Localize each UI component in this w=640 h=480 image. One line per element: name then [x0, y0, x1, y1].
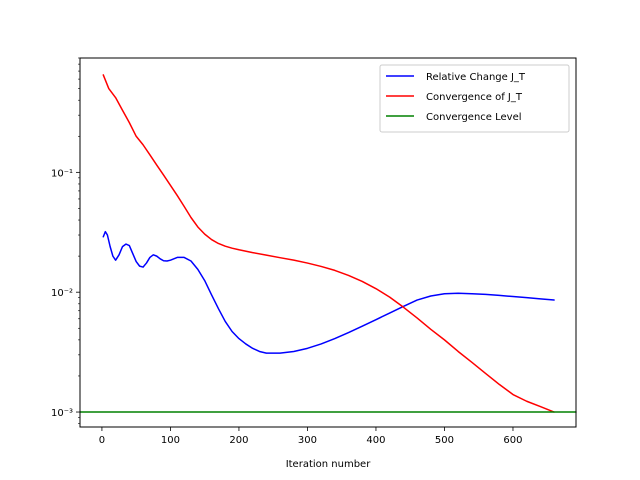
- y-tick-label: 10⁻³: [51, 408, 73, 419]
- x-tick-label: 200: [229, 435, 248, 446]
- legend: Relative Change J_T Convergence of J_T Con…: [379, 64, 570, 133]
- legend-label-0: Relative Change J_T: [426, 72, 526, 83]
- series-line-0: [102, 230, 555, 354]
- legend-label-1: Convergence of J_T: [426, 92, 523, 103]
- x-axis-label: Iteration number: [286, 459, 372, 470]
- legend-label-2: Convergence Level: [426, 112, 522, 123]
- x-tick-label: 100: [161, 435, 180, 446]
- series-layer: [79, 74, 577, 413]
- x-axis: 0 100 200 300 400 500 600: [99, 427, 523, 446]
- x-tick-label: 0: [99, 435, 105, 446]
- x-tick-label: 500: [435, 435, 454, 446]
- x-tick-label: 400: [366, 435, 385, 446]
- x-tick-label: 300: [298, 435, 317, 446]
- y-axis: 10⁻³ 10⁻² 10⁻¹: [51, 57, 80, 424]
- series-line-1: [102, 74, 555, 413]
- plot-frame: [79, 57, 577, 428]
- y-tick-label: 10⁻²: [51, 288, 73, 299]
- x-tick-label: 600: [503, 435, 522, 446]
- y-tick-label: 10⁻¹: [51, 168, 73, 179]
- legend-box: [379, 64, 570, 133]
